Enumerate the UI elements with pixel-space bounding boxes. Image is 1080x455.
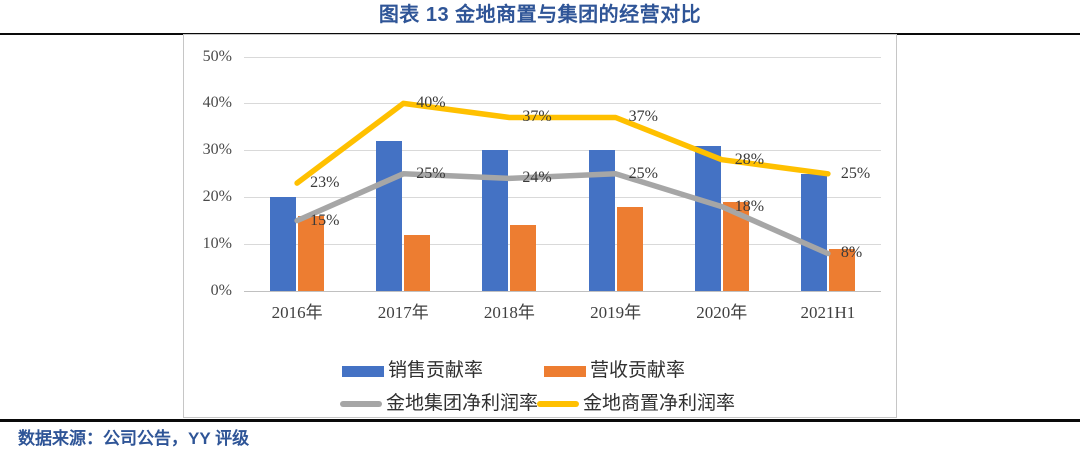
data-label-gemdale-properties-net-margin-3: 37% [628,108,658,126]
line-series-layer [294,100,831,257]
legend-item-revenue-contribution: 营收贡献率 [544,360,685,382]
data-label-gemdale-properties-net-margin-5: 25% [840,164,871,182]
bar-revenue-contribution-1 [404,234,431,291]
x-axis-label-5: 2021H1 [800,303,856,322]
data-label-gemdale-properties-net-margin-0: 23% [310,174,340,192]
legend-swatch-sales-contribution [342,365,384,377]
gridline-30pct [244,150,881,152]
data-label-gemdale-group-net-margin-4: 18% [734,197,765,215]
bar-sales-contribution-0 [270,197,297,291]
x-axis-label-0: 2016年 [271,303,323,322]
legend-label-gemdale-properties-net-margin: 金地商置净利润率 [583,393,736,414]
y-axis-tick-0pct: 0% [210,282,232,299]
data-label-gemdale-group-net-margin-1: 25% [416,164,446,182]
data-label-gemdale-properties-net-margin-2: 37% [522,108,552,126]
y-axis-tick-40pct: 40% [202,94,232,112]
gridline-50pct [244,56,881,58]
plot-area: 0% 10% 20% 30% 40% 50% 2016年 2017年 2018年 2019年 202… [184,35,896,417]
legend-item-sales-contribution: 销售贡献率 [342,360,483,382]
bar-revenue-contribution-0 [298,215,325,291]
bar-sales-contribution-4 [694,145,721,291]
source-note: 数据来源：公司公告，YY 评级 [18,429,250,448]
legend-label-gemdale-group-net-margin: 金地集团净利润率 [386,393,539,414]
bar-revenue-contribution-3 [616,206,643,291]
x-axis-label-2: 2018年 [483,303,535,322]
data-label-gemdale-group-net-margin-0: 15% [310,211,340,229]
bar-sales-contribution-5 [800,173,827,291]
data-label-gemdale-group-net-margin-3: 25% [628,164,658,182]
gridline-0pct [244,291,881,292]
gridline-20pct [244,197,881,199]
data-label-gemdale-group-net-margin-2: 24% [522,169,552,187]
figure-title: 图表 13 金地商置与集团的经营对比 [378,4,702,26]
bar-sales-contribution-2 [482,150,509,291]
x-axis-label-1: 2017年 [377,303,429,322]
legend-swatch-gemdale-properties-net-margin [537,401,579,407]
gridline-40pct [244,103,881,105]
line-gemdale-properties-net-margin [294,100,831,186]
data-label-gemdale-group-net-margin-5: 8% [840,244,863,262]
y-axis-tick-50pct: 50% [202,47,232,65]
x-axis-label-3: 2019年 [590,303,642,322]
top-divider [0,32,1080,35]
x-axis-label-4: 2020年 [696,303,748,322]
line-gemdale-group-net-margin [294,171,831,257]
legend-label-sales-contribution: 销售贡献率 [388,360,484,381]
legend-item-gemdale-properties-net-margin: 金地商置净利润率 [537,393,735,415]
y-axis-tick-20pct: 20% [202,188,232,206]
y-axis-tick-30pct: 30% [202,141,232,159]
legend-label-revenue-contribution: 营收贡献率 [590,360,686,381]
legend-swatch-revenue-contribution [544,365,586,377]
legend-swatch-gemdale-group-net-margin [340,401,382,407]
bottom-divider [0,419,1080,422]
data-label-gemdale-properties-net-margin-4: 28% [734,150,765,168]
bar-sales-contribution-1 [376,140,403,291]
chart-container: 0% 10% 20% 30% 40% 50% 2016年 2017年 2018年 2019年 202… [183,34,897,418]
gridline-10pct [244,244,881,246]
bar-revenue-contribution-2 [510,225,537,291]
data-label-gemdale-properties-net-margin-1: 40% [416,94,446,112]
legend-item-gemdale-group-net-margin: 金地集团净利润率 [340,393,538,415]
y-axis-tick-10pct: 10% [202,235,232,253]
bar-revenue-contribution-5 [828,248,855,291]
